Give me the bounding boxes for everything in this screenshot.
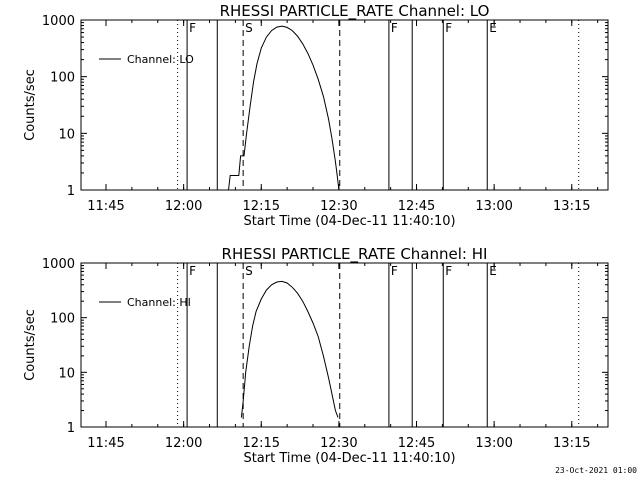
event-marker-label: F [391, 264, 398, 278]
y-tick-label: 100 [50, 312, 75, 327]
x-tick-label: 12:00 [165, 199, 202, 214]
x-tick-label: 13:00 [475, 436, 512, 451]
y-axis-label: Counts/sec [23, 309, 38, 381]
event-marker-label: S [245, 21, 253, 35]
x-tick-label: 13:15 [553, 199, 590, 214]
series-line [240, 280, 339, 418]
x-tick-label: 13:15 [553, 436, 590, 451]
series-line [228, 25, 340, 191]
legend-entry: Channel: LO [127, 53, 194, 66]
x-tick-label: 12:30 [320, 199, 357, 214]
x-tick-label: 13:00 [475, 199, 512, 214]
event-marker-label: F [391, 21, 398, 35]
x-tick-label: 12:45 [398, 436, 435, 451]
event-marker-label: F [189, 264, 196, 278]
y-tick-label: 1000 [42, 257, 75, 272]
y-tick-label: 1000 [42, 14, 75, 29]
timestamp: 23-Oct-2021 01:00 [555, 466, 637, 475]
event-marker-label: F [189, 21, 196, 35]
plot-frame [80, 19, 609, 191]
y-axis-label: Counts/sec [23, 69, 38, 141]
plot-frame [80, 262, 609, 428]
x-axis-label: Start Time (04-Dec-11 11:40:10) [243, 451, 455, 466]
event-marker-label: E [489, 21, 497, 35]
event-marker-label: F [445, 264, 452, 278]
x-tick-label: 12:15 [243, 199, 280, 214]
y-tick-label: 100 [50, 71, 75, 86]
chart-title: RHESSI PARTICLE_RATE Channel: HI [222, 245, 488, 264]
event-marker-label: S [245, 264, 253, 278]
x-tick-label: 12:00 [165, 436, 202, 451]
y-tick-label: 1 [67, 184, 75, 199]
y-tick-label: 10 [58, 366, 75, 381]
legend-entry: Channel: HI [127, 296, 191, 309]
event-marker-label: F [445, 21, 452, 35]
x-tick-label: 12:15 [243, 436, 280, 451]
y-tick-label: 10 [58, 127, 75, 142]
y-tick-label: 1 [67, 421, 75, 436]
chart-title: RHESSI PARTICLE_RATE Channel: LO [220, 2, 490, 21]
x-axis-label: Start Time (04-Dec-11 11:40:10) [243, 214, 455, 229]
event-marker-label: E [489, 264, 497, 278]
x-tick-label: 12:30 [320, 436, 357, 451]
x-tick-label: 11:45 [87, 199, 124, 214]
x-tick-label: 11:45 [87, 436, 124, 451]
x-tick-label: 12:45 [398, 199, 435, 214]
